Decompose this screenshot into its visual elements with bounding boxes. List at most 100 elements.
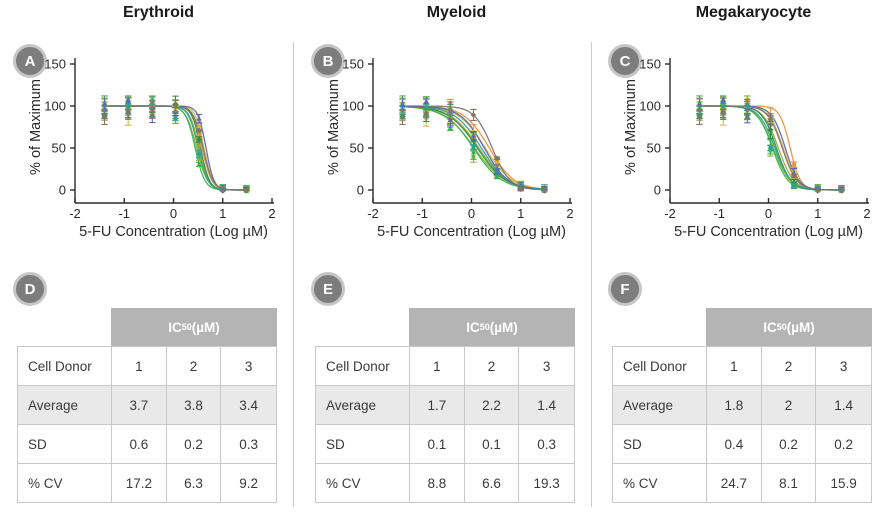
data-point [423, 110, 429, 117]
data-point [767, 127, 774, 133]
x-tick-label: -2 [664, 206, 676, 221]
table-grid: Cell Donor 1 2 3 Average 3.7 3.8 3.4 SD 0.6 0.2 0.3… [17, 346, 277, 503]
table-row-label: % CV [613, 464, 707, 502]
panel-title-erythroid: Erythroid [122, 4, 195, 21]
x-axis-label: 5-FU Concentration (Log µM) [674, 224, 863, 240]
data-point [399, 101, 406, 107]
panel-title-myeloid: Myeloid [426, 4, 487, 21]
data-point [196, 161, 202, 167]
x-tick-label: -2 [367, 206, 379, 221]
data-point [767, 116, 774, 123]
ic50-table-myeloid: IC 50 (µM) Cell Donor 1 2 3 Average 1.7 2.2 1.4 S… [315, 308, 575, 503]
dose-response-chart-myeloid: 0 50 100 150 -2 -1 0 1 25-FU Concentration (Log … [326, 57, 574, 241]
y-axis-label: % of Maximum [28, 79, 44, 175]
y-tick-label: 100 [44, 99, 66, 114]
table-cell: 0.6 [112, 425, 167, 464]
data-point [494, 155, 500, 162]
data-point [470, 149, 477, 155]
table-cell: 0.2 [761, 425, 817, 464]
data-point [219, 188, 226, 194]
table-cell: 1.7 [410, 386, 465, 425]
table-cell: 15.9 [816, 464, 871, 502]
panel-badge-d: D [13, 272, 47, 306]
panel-title-megakaryocyte: Megakaryocyte [695, 4, 812, 21]
table-row-label: Cell Donor [316, 347, 410, 386]
table-row-label: SD [316, 425, 410, 464]
data-point [173, 116, 178, 121]
data-point [720, 110, 726, 117]
y-tick-label: 50 [647, 141, 661, 156]
y-tick-label: 0 [654, 183, 661, 198]
panel-badge-f: F [608, 272, 642, 306]
data-point [541, 188, 548, 194]
panel-badge-e: E [311, 272, 345, 306]
y-tick-label: 150 [639, 57, 661, 72]
table-cell: 19.3 [519, 464, 574, 502]
table-header-ic50: IC 50 (µM) [409, 308, 575, 346]
table-cell: 8.8 [410, 464, 465, 502]
y-tick-label: 150 [342, 57, 364, 72]
y-axis-label: % of Maximum [326, 79, 342, 175]
data-point [196, 115, 202, 121]
data-point [518, 182, 524, 188]
panel-badge-a: A [13, 44, 47, 78]
table-cell: 3 [816, 347, 871, 386]
table-header-ic50: IC 50 (µM) [111, 308, 277, 346]
data-point [494, 173, 500, 179]
table-cell: 1.8 [707, 386, 762, 425]
x-tick-label: 1 [517, 206, 524, 221]
table-cell: 1.4 [816, 386, 871, 425]
x-tick-label: 1 [219, 206, 226, 221]
data-point [447, 117, 453, 123]
table-row-label: Average [613, 386, 707, 425]
table-cell: 8.1 [761, 464, 817, 502]
table-cell: 1.4 [519, 386, 574, 425]
table-grid: Cell Donor 1 2 3 Average 1.7 2.2 1.4 SD 0.1 0.1 0.3… [315, 346, 575, 503]
table-cell: 0.1 [410, 425, 465, 464]
data-point [196, 136, 202, 143]
panel-badge-b: B [311, 44, 345, 78]
ic50-label-base: IC [168, 319, 182, 335]
data-point [196, 143, 202, 150]
y-tick-label: 100 [639, 99, 661, 114]
table-cell: 0.3 [221, 425, 276, 464]
data-point [423, 98, 429, 104]
data-point [125, 110, 131, 117]
y-tick-label: 0 [357, 183, 364, 198]
ic50-label-subscript: 50 [776, 322, 787, 332]
table-row-label: % CV [316, 464, 410, 502]
dose-response-chart-megakaryocyte: 0 50 100 150 -2 -1 0 1 25-FU Concentration (Log … [623, 57, 871, 241]
table-cell: 2 [166, 347, 222, 386]
data-point [791, 172, 797, 179]
table-cell: 24.7 [707, 464, 762, 502]
table-header-ic50: IC 50 (µM) [706, 308, 872, 346]
table-cell: 1 [707, 347, 762, 386]
data-point [424, 105, 429, 110]
data-point [196, 127, 202, 134]
table-cell: 3.8 [166, 386, 222, 425]
data-point [197, 157, 202, 162]
x-tick-label: -1 [416, 206, 428, 221]
data-point [721, 104, 726, 109]
table-cell: 0.3 [519, 425, 574, 464]
table-cell: 6.3 [166, 464, 222, 502]
x-tick-label: -2 [69, 206, 81, 221]
table-row-label: Average [316, 386, 410, 425]
table-row-label: % CV [18, 464, 112, 502]
x-tick-label: 0 [170, 206, 177, 221]
table-cell: 3 [519, 347, 574, 386]
y-tick-label: 50 [52, 141, 66, 156]
ic50-label-subscript: 50 [479, 322, 490, 332]
x-tick-label: -1 [118, 206, 130, 221]
table-cell: 0.2 [816, 425, 871, 464]
x-tick-label: 0 [765, 206, 772, 221]
table-cell: 6.6 [464, 464, 520, 502]
data-point [792, 162, 797, 167]
data-point [494, 166, 500, 172]
table-cell: 1 [112, 347, 167, 386]
table-row-label: Cell Donor [18, 347, 112, 386]
table-row-label: Average [18, 386, 112, 425]
x-tick-label: 2 [566, 206, 573, 221]
x-tick-label: 2 [268, 206, 275, 221]
panel-column-myeloid: Myeloid B 0 50 100 150 -2 -1 0 1 2 5-FU Concentra… [298, 0, 595, 514]
